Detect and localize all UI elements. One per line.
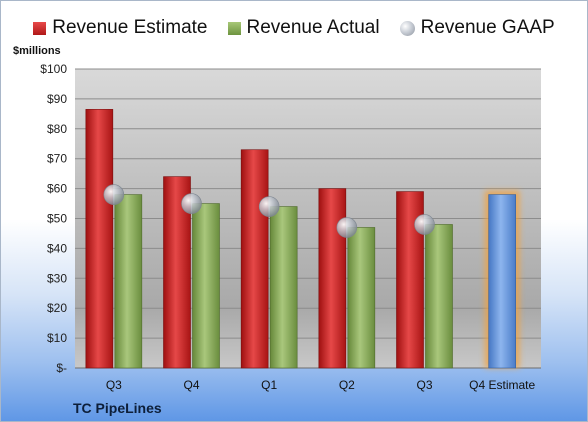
legend-item-revenue-gaap: Revenue GAAP — [399, 17, 555, 39]
bar-revenue-actual — [425, 224, 453, 369]
x-tick-label: Q2 — [339, 378, 355, 392]
x-tick-label: Q4 — [183, 378, 199, 392]
x-tick-label: Q3 — [416, 378, 432, 392]
bar-revenue-estimate — [85, 109, 114, 369]
x-tick-label: Q1 — [261, 378, 277, 392]
marker-revenue-gaap — [414, 214, 435, 235]
x-tick-label: Q3 — [106, 378, 122, 392]
bar-revenue-estimate — [240, 149, 269, 369]
x-tick-label: Q4 Estimate — [469, 378, 535, 392]
y-tick-label: $100 — [40, 62, 67, 76]
legend-label-revenue-gaap: Revenue GAAP — [420, 17, 555, 38]
y-tick-label: $50 — [47, 212, 67, 226]
marker-revenue-gaap — [336, 217, 358, 238]
y-tick-label: $20 — [47, 301, 67, 315]
y-tick-label: $90 — [47, 92, 67, 106]
y-tick-label: $30 — [47, 271, 67, 285]
legend-item-revenue-estimate: Revenue Estimate — [33, 17, 208, 39]
y-tick-label: $10 — [47, 331, 67, 345]
legend-label-revenue-actual: Revenue Actual — [246, 17, 380, 38]
legend-label-revenue-estimate: Revenue Estimate — [52, 17, 208, 38]
grid-lines — [75, 68, 541, 369]
legend-swatch-revenue-actual — [227, 21, 241, 35]
bar-revenue-actual — [347, 227, 376, 369]
y-tick-label: $- — [56, 361, 67, 375]
x-axis-tick-labels: Q3 Q4 Q1 Q2 Q3 Q4 Estimate — [106, 378, 536, 392]
y-axis-unit-label: $millions — [13, 45, 61, 57]
legend-swatch-revenue-gaap — [399, 20, 415, 36]
legend-swatch-revenue-estimate — [33, 21, 47, 35]
bar-revenue-estimate — [318, 188, 347, 369]
y-axis-tick-labels: $- $10 $20 $30 $40 $50 $60 $70 $80 $90 $100 — [40, 62, 67, 375]
chart-legend: Revenue Estimate Revenue Actual Revenue … — [1, 17, 587, 39]
bars — [85, 109, 520, 369]
bar-revenue-estimate-q4 — [488, 194, 516, 369]
legend-item-revenue-actual: Revenue Actual — [227, 17, 380, 39]
gaap-markers — [103, 184, 435, 238]
y-tick-label: $60 — [47, 182, 67, 196]
marker-revenue-gaap — [103, 184, 125, 205]
y-tick-label: $70 — [47, 152, 67, 166]
bar-revenue-actual — [192, 203, 220, 369]
y-tick-label: $40 — [47, 241, 67, 255]
bar-revenue-actual — [114, 194, 143, 369]
marker-revenue-gaap — [181, 193, 202, 214]
bar-revenue-actual — [269, 206, 298, 369]
marker-revenue-gaap — [258, 196, 280, 217]
y-tick-label: $80 — [47, 122, 67, 136]
company-name: TC PipeLines — [73, 400, 162, 416]
